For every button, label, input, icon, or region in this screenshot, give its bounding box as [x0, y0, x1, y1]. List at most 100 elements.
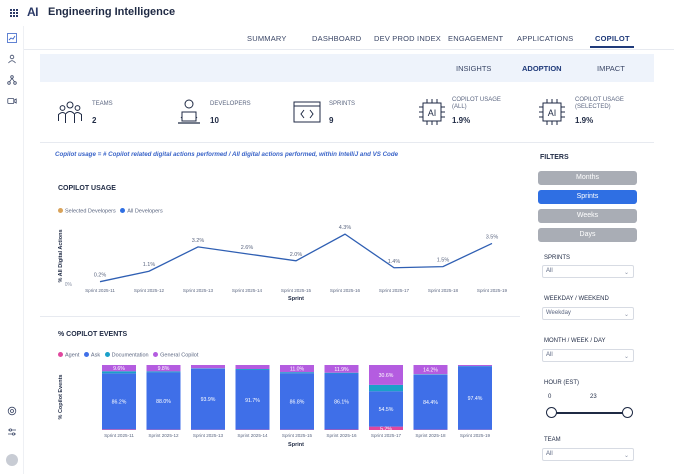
legend-agent-dot: [58, 352, 63, 357]
bar-segment-documentation: [146, 371, 181, 373]
hour-slider-min-handle[interactable]: [546, 407, 557, 418]
filters-title: FILTERS: [540, 154, 569, 161]
hour-filter-label: HOUR (EST): [544, 380, 579, 386]
bar-chart-ylabel: % Copilot Events: [58, 375, 64, 420]
bar-x-tick-label: Sprint 2025-11: [104, 433, 134, 438]
line-chart-xlabel: Sprint: [288, 296, 304, 302]
subtab-impact[interactable]: IMPACT: [597, 64, 625, 73]
hour-slider-max-handle[interactable]: [622, 407, 633, 418]
legend-documentation-dot: [104, 352, 110, 357]
kpi-sprints-label: SPRINTS: [329, 101, 356, 107]
filter-months-button[interactable]: Months: [538, 171, 637, 185]
tab-dev-prod-index[interactable]: DEV PROD INDEX: [374, 34, 441, 43]
active-tab-indicator: [590, 46, 634, 48]
bar-x-tick-label: Sprint 2025-18: [415, 433, 446, 438]
legend-documentation: Documentation: [111, 352, 149, 359]
bar-data-label: 86.2%: [112, 399, 127, 405]
hour-min-value[interactable]: 0: [548, 394, 552, 400]
bar-segment-ask: [102, 373, 136, 430]
legend-agent: Agent: [65, 352, 80, 359]
bar-segment-ask: [369, 391, 403, 427]
app-grid-icon[interactable]: [9, 8, 18, 17]
bar-segment-ask: [146, 372, 181, 430]
developer-icon: [178, 99, 200, 124]
tab-dashboard[interactable]: DASHBOARD: [312, 34, 362, 43]
kpi-sprints-value: 9: [329, 116, 334, 125]
kpi-copilot-selected-value: 1.9%: [575, 116, 594, 125]
bar-segment-ask: [280, 373, 314, 430]
bar-segment-general-copilot: [102, 365, 136, 372]
bar-data-label: 11.0%: [290, 367, 305, 373]
bar-data-label: 30.6%: [379, 373, 394, 379]
line-chart-ytick-0: 0%: [65, 282, 73, 288]
team-filter-label: TEAM: [544, 437, 561, 443]
filter-weeks-button[interactable]: Weeks: [538, 209, 637, 223]
sprints-filter-label: SPRINTS: [544, 255, 571, 261]
usage-line-all-developers: [99, 233, 493, 283]
bar-segment-documentation: [413, 374, 448, 375]
usage-x-tick-label: Sprint 2025-12: [134, 288, 165, 293]
tab-summary[interactable]: SUMMARY: [247, 34, 287, 43]
bar-data-label: 54.5%: [379, 407, 394, 413]
tab-copilot[interactable]: COPILOT: [595, 34, 630, 43]
subtab-adoption[interactable]: ADOPTION: [522, 64, 562, 73]
team-select[interactable]: All ⌄: [542, 448, 634, 461]
sliders-icon[interactable]: [7, 427, 17, 437]
usage-data-label: 4.3%: [339, 225, 352, 231]
bar-segment-documentation: [280, 372, 314, 374]
kpi-divider: [40, 142, 654, 143]
svg-text:AI: AI: [548, 108, 557, 118]
weekday-select[interactable]: Weekday ⌄: [542, 307, 634, 320]
filter-sprints-button[interactable]: Sprints: [538, 190, 637, 204]
kpi-copilot-selected-label: COPILOT USAGE (SELECTED): [575, 97, 624, 110]
avatar[interactable]: [6, 454, 18, 466]
sprints-select[interactable]: All ⌄: [542, 265, 634, 278]
bar-x-tick-label: Sprint 2025-12: [148, 433, 179, 438]
bar-segment-documentation: [369, 384, 403, 392]
trend-chart-icon[interactable]: [7, 33, 17, 43]
usage-x-tick-label: Sprint 2025-16: [330, 288, 361, 293]
settings-icon[interactable]: [7, 406, 17, 416]
secondary-nav: INSIGHTS ADOPTION IMPACT: [40, 54, 654, 82]
subtab-insights[interactable]: INSIGHTS: [456, 64, 492, 73]
usage-data-label: 0.2%: [94, 273, 107, 279]
bar-segment-general-copilot: [280, 365, 314, 373]
bar-segment-agent: [369, 426, 403, 430]
bar-segment-ask: [324, 373, 359, 430]
filter-days-button[interactable]: Days: [538, 228, 637, 242]
bar-segment-general-copilot: [369, 365, 403, 385]
bar-x-tick-label: Sprint 2025-14: [237, 433, 268, 438]
bar-data-label: 86.1%: [334, 399, 349, 405]
left-sidebar: [0, 26, 24, 474]
hour-slider-track[interactable]: [552, 412, 628, 414]
tab-applications[interactable]: APPLICATIONS: [517, 34, 574, 43]
bar-data-label: 97.4%: [468, 396, 483, 402]
kpi-developers-label: DEVELOPERS: [210, 101, 251, 107]
usage-x-tick-label: Sprint 2025-14: [232, 288, 263, 293]
usage-x-tick-label: Sprint 2025-18: [428, 288, 459, 293]
usage-data-label: 1.4%: [388, 259, 401, 265]
bar-data-label: 91.7%: [245, 398, 260, 404]
hour-max-value[interactable]: 23: [590, 394, 597, 400]
team-select-value: All: [546, 451, 553, 457]
bar-data-label: 9.6%: [113, 366, 125, 372]
people-icon[interactable]: [7, 54, 17, 64]
tab-engagement[interactable]: ENGAGEMENT: [448, 34, 504, 43]
weekday-select-value: Weekday: [546, 310, 571, 316]
chevron-down-icon: ⌄: [623, 453, 629, 459]
copilot-usage-title: COPILOT USAGE: [58, 185, 116, 192]
kpi-copilot-all-label: COPILOT USAGE (ALL): [452, 97, 501, 110]
hierarchy-icon[interactable]: [7, 75, 17, 85]
line-chart-ylabel: % All Digital Actions: [58, 229, 64, 282]
bar-data-label: 9.8%: [158, 366, 170, 372]
ai-chip-icon: AI: [419, 99, 445, 125]
bar-chart-xlabel: Sprint: [288, 442, 304, 448]
video-icon[interactable]: [7, 96, 17, 106]
usage-data-label: 2.0%: [290, 252, 303, 258]
bar-data-label: 11.9%: [334, 367, 349, 373]
month-week-day-select[interactable]: All ⌄: [542, 349, 634, 362]
copilot-events-legend: Agent Ask Documentation General Copilot: [58, 352, 198, 359]
bar-segment-ask: [413, 374, 448, 430]
bar-data-label: 5.2%: [380, 426, 392, 432]
bar-segment-general-copilot: [146, 365, 181, 372]
